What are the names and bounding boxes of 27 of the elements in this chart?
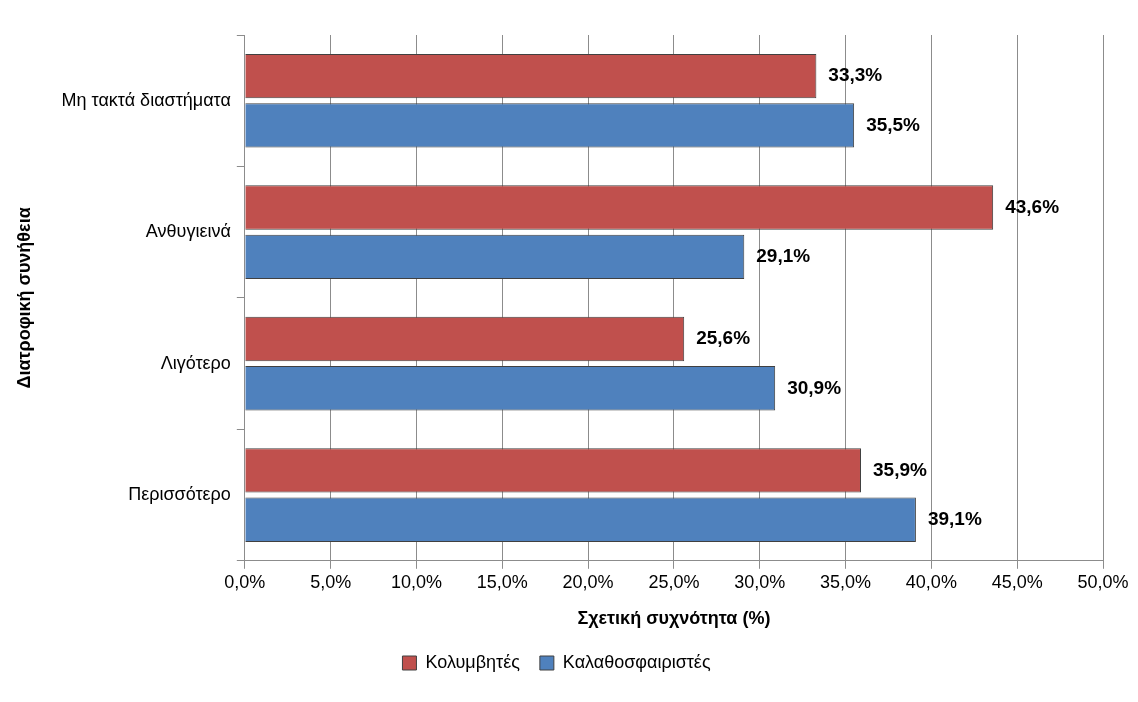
data-label: 39,1% [927,507,982,529]
y-axis-title: Διατροφική συνήθεια [13,207,34,389]
y-tick-label: Περισσότερο [128,484,231,505]
data-label: 43,6% [1005,195,1060,217]
x-tick-label: 35,0% [820,571,872,592]
data-label: 25,6% [696,327,751,349]
x-tick-label: 20,0% [562,571,614,592]
data-label: 35,5% [866,113,921,135]
x-axis-title: Σχετική συχνότητα (%) [577,608,771,629]
data-label: 30,9% [787,376,842,398]
x-tick-label: 15,0% [476,571,528,592]
data-label: 35,9% [872,458,927,480]
legend-label: Καλαθοσφαιριστές [562,651,711,672]
x-tick-label: 30,0% [734,571,786,592]
y-tick-label: Μη τακτά διαστήματα [61,89,231,110]
x-tick-label: 45,0% [991,571,1043,592]
x-tick-label: 5,0% [310,571,352,592]
data-label: 33,3% [828,64,883,86]
y-tick-label: Ανθυγιεινά [145,221,231,242]
data-label: 29,1% [756,245,811,267]
x-tick-label: 40,0% [905,571,957,592]
legend-label: Κολυμβητές [425,651,521,672]
y-tick-label: Λιγότερο [160,352,231,373]
x-tick-label: 0,0% [224,571,266,592]
x-tick-label: 10,0% [390,571,442,592]
x-tick-label: 50,0% [1077,571,1129,592]
x-tick-label: 25,0% [648,571,700,592]
